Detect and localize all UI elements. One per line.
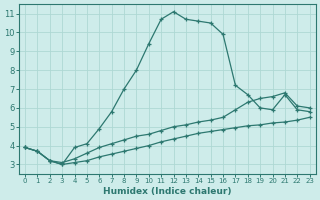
X-axis label: Humidex (Indice chaleur): Humidex (Indice chaleur) [103, 187, 232, 196]
